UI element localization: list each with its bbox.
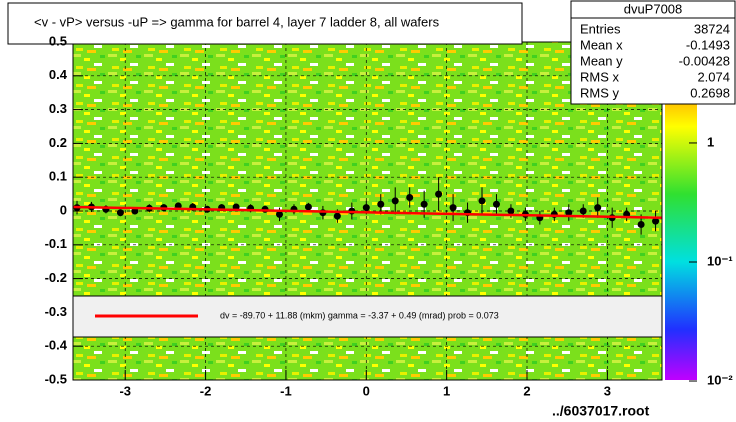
chart-title: <v - vP> versus -uP => gamma for barrel … (34, 14, 440, 29)
fit-label: dv = -89.70 + 11.88 (mkm) gamma = -3.37 … (220, 310, 499, 320)
stats-value: -0.1493 (686, 37, 730, 52)
footer: ../6037017.root (552, 403, 650, 419)
point (449, 204, 457, 212)
point (276, 210, 284, 218)
x-tick-label: 0 (363, 383, 370, 398)
colorbar-label: 10⁻¹ (707, 253, 733, 268)
stats-name: RMS x (580, 69, 620, 84)
y-tick-label: -0.2 (45, 270, 67, 285)
stats-name: RMS y (580, 85, 620, 100)
y-tick-label: -0.3 (45, 304, 67, 319)
point (637, 221, 645, 229)
point (420, 200, 428, 208)
fit-line (72, 205, 663, 220)
y-tick-label: 0.2 (49, 135, 67, 150)
point (116, 209, 124, 217)
x-tick-label: 1 (443, 383, 450, 398)
x-tick-label: -1 (280, 383, 292, 398)
colorbar-label: 10⁻² (707, 372, 733, 387)
y-tick-label: -0.4 (45, 338, 68, 353)
point (435, 190, 443, 198)
x-tick-label: -2 (200, 383, 212, 398)
stats-value: 0.2698 (690, 85, 730, 100)
x-tick-label: 3 (604, 383, 611, 398)
stats-name: Mean y (580, 53, 623, 68)
point (579, 207, 587, 215)
y-tick-label: -0.1 (45, 236, 67, 251)
x-tick-label: 2 (523, 383, 530, 398)
y-tick-label: 0 (60, 202, 67, 217)
point (333, 212, 341, 220)
point (652, 217, 660, 225)
y-tick-label: 0.3 (49, 101, 67, 116)
stats-title: dvuP7008 (624, 1, 683, 16)
point (492, 200, 500, 208)
point (507, 207, 515, 215)
y-tick-label: 0.4 (49, 67, 68, 82)
point (565, 209, 573, 217)
point (362, 204, 370, 212)
y-tick-label: 0.1 (49, 169, 67, 184)
point (594, 204, 602, 212)
y-tick-label: 0.5 (49, 33, 67, 48)
stats-value: 38724 (694, 21, 730, 36)
stats-value: 2.074 (697, 69, 730, 84)
point (478, 197, 486, 205)
title-box (7, 2, 523, 45)
stats-name: Mean x (580, 37, 623, 52)
point (391, 197, 399, 205)
stats-value: -0.00428 (679, 53, 730, 68)
stats-name: Entries (580, 21, 621, 36)
colorbar-label: 1 (707, 134, 714, 149)
y-tick-label: -0.5 (45, 371, 67, 386)
point (406, 193, 414, 201)
x-tick-label: -3 (119, 383, 131, 398)
point (377, 200, 385, 208)
point (304, 203, 312, 211)
